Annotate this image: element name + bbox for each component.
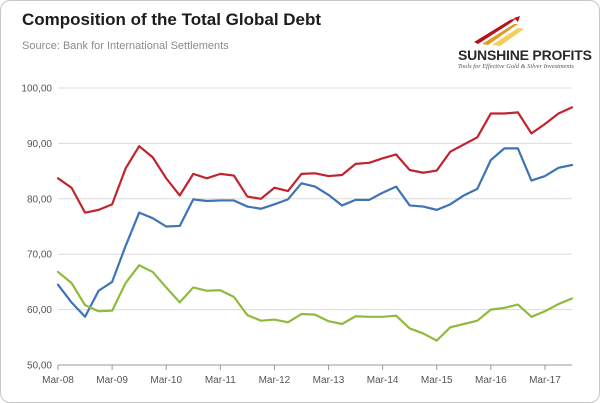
y-axis-ticks: 50,00 60,00 70,00 80,00 90,00 100,00 bbox=[21, 84, 52, 372]
series-line-2 bbox=[56, 147, 574, 318]
x-tick-label: Mar-12 bbox=[259, 375, 291, 386]
chart-series bbox=[56, 106, 574, 342]
y-tick-label: 70,00 bbox=[27, 250, 52, 261]
x-tick-label: Mar-08 bbox=[42, 375, 74, 386]
chart-source: Source: Bank for International Settlemen… bbox=[22, 40, 229, 52]
x-tick-label: Mar-14 bbox=[367, 375, 399, 386]
series-line-3 bbox=[56, 264, 574, 342]
x-tick-label: Mar-15 bbox=[421, 375, 453, 386]
y-tick-label: 50,00 bbox=[27, 361, 52, 372]
chart-title: Composition of the Total Global Debt bbox=[22, 10, 322, 29]
y-tick-label: 100,00 bbox=[21, 84, 52, 95]
x-tick-label: Mar-16 bbox=[475, 375, 507, 386]
x-tick-label: Mar-17 bbox=[529, 375, 561, 386]
y-tick-label: 80,00 bbox=[27, 194, 52, 205]
y-tick-label: 60,00 bbox=[27, 305, 52, 316]
x-tick-label: Mar-11 bbox=[205, 375, 236, 386]
logo-sun-icon bbox=[474, 16, 524, 46]
x-axis-ticks: Mar-08 Mar-09 Mar-10 Mar-11 Mar-12 Mar-13 Mar-… bbox=[42, 365, 561, 386]
series-line-1 bbox=[56, 106, 574, 214]
x-tick-label: Mar-10 bbox=[150, 375, 182, 386]
x-tick-label: Mar-13 bbox=[313, 375, 345, 386]
logo-name: SUNSHINE PROFITS bbox=[458, 47, 592, 63]
y-tick-label: 90,00 bbox=[27, 139, 52, 150]
chart-gridlines bbox=[58, 87, 572, 366]
sunshine-profits-logo: SUNSHINE PROFITS Tools for Effective Gol… bbox=[452, 12, 592, 74]
logo-tagline: Tools for Effective Gold & Silver Invest… bbox=[458, 63, 574, 70]
x-tick-label: Mar-09 bbox=[96, 375, 128, 386]
